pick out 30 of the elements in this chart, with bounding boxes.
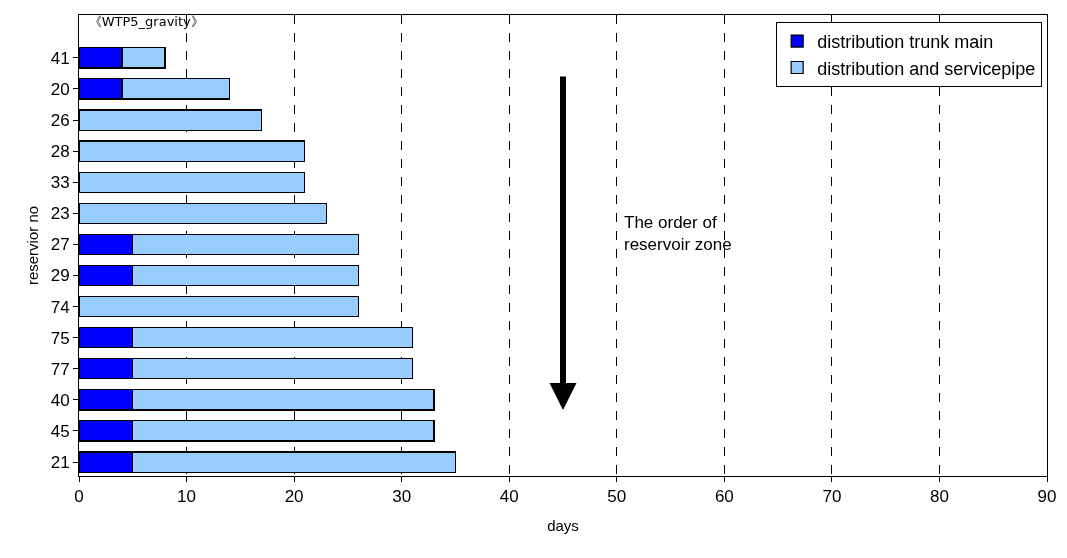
y-tick-label: 45 — [50, 421, 70, 441]
x-tick-label: 50 — [607, 487, 627, 507]
x-tick-label: 60 — [714, 487, 734, 507]
x-axis-title: days — [547, 517, 579, 535]
x-tick-label: 40 — [499, 487, 519, 507]
annotation: The order of reservoir zone — [624, 213, 732, 255]
y-tick-label: 40 — [50, 390, 70, 410]
y-tick-label: 29 — [50, 266, 70, 286]
y-tick-label: 77 — [50, 359, 70, 379]
x-tick-label: 30 — [392, 487, 412, 507]
x-tick-label: 90 — [1037, 487, 1057, 507]
y-tick-label: 28 — [50, 142, 70, 162]
y-tick-label: 27 — [50, 235, 70, 255]
x-tick-label: 0 — [74, 487, 84, 507]
y-tick-label: 74 — [50, 297, 70, 317]
y-tick-label: 20 — [50, 79, 70, 99]
y-tick-label: 41 — [50, 48, 70, 68]
x-tick-label: 20 — [284, 487, 304, 507]
x-tick-label: 70 — [822, 487, 842, 507]
x-tick-label: 10 — [177, 487, 197, 507]
y-tick-label: 33 — [50, 173, 70, 193]
y-tick-label: 26 — [50, 111, 70, 131]
legend-label: distribution trunk main — [817, 32, 994, 53]
y-tick-label: 21 — [50, 452, 70, 472]
x-tick-label: 80 — [929, 487, 949, 507]
chart-title: 《WTP5_gravity》 — [88, 14, 204, 30]
y-tick-label: 23 — [50, 204, 70, 224]
y-tick-label: 75 — [50, 328, 70, 348]
y-axis-title: reservior no — [23, 205, 41, 286]
legend-label: distribution and servicepipe — [817, 58, 1036, 79]
